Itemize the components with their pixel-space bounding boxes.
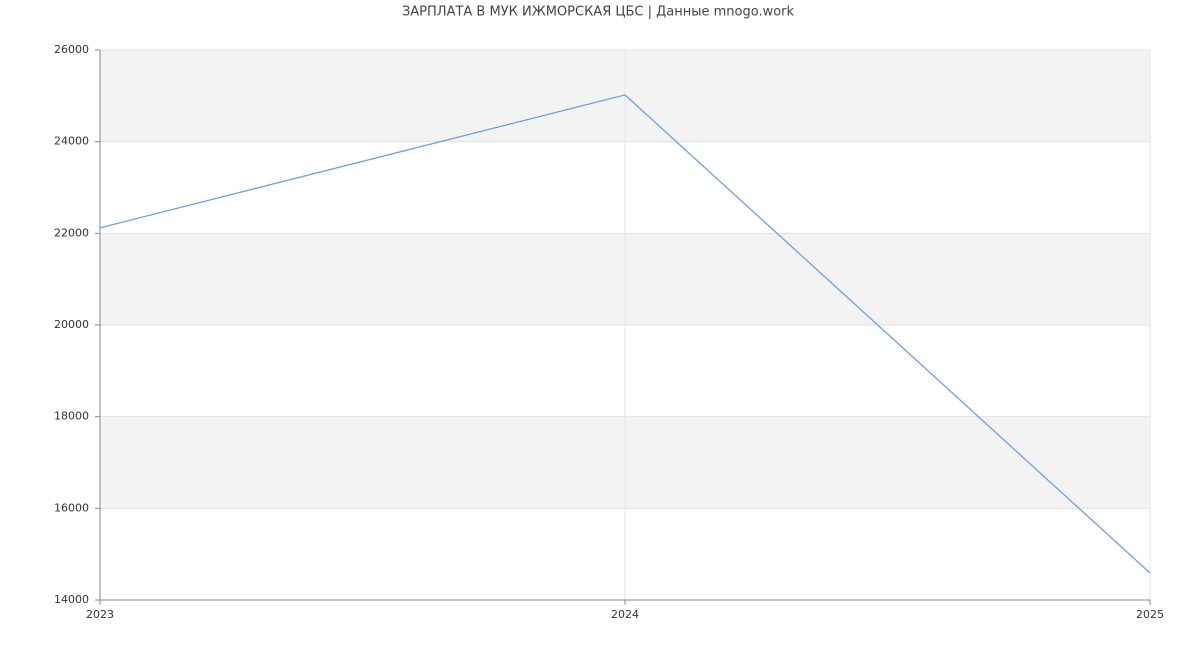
x-tick-label: 2024 bbox=[611, 608, 639, 621]
line-series bbox=[99, 94, 1151, 574]
y-tick-label: 18000 bbox=[54, 410, 89, 423]
y-tick-label: 16000 bbox=[54, 501, 89, 514]
y-tick-label: 26000 bbox=[54, 43, 89, 56]
x-tick-label: 2025 bbox=[1136, 608, 1164, 621]
y-tick-label: 24000 bbox=[54, 135, 89, 148]
y-tick-label: 20000 bbox=[54, 318, 89, 331]
y-tick-label: 22000 bbox=[54, 226, 89, 239]
y-tick-label: 14000 bbox=[54, 593, 89, 606]
chart-title: ЗАРПЛАТА В МУК ИЖМОРСКАЯ ЦБС | Данные mn… bbox=[402, 5, 795, 20]
x-tick-label: 2023 bbox=[86, 608, 114, 621]
